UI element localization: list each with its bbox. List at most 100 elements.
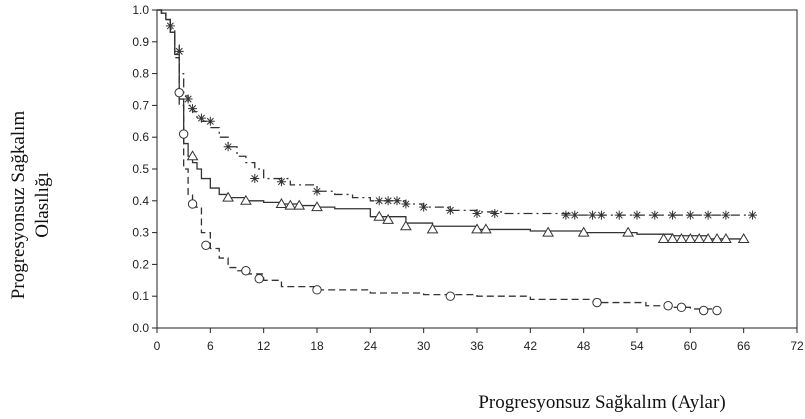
censor-mark-triangle	[284, 199, 297, 210]
y-axis: 0.0 0.1 0.2 0.3 0.4 0.5 0.6 0.7 0.8 0.9 1.0	[132, 3, 157, 335]
censor-mark-asterisk	[383, 196, 393, 206]
censor-mark-circle	[312, 285, 322, 295]
y-axis-title-line2: Olasılığı	[32, 172, 53, 237]
censor-mark-circle	[445, 291, 456, 301]
censor-mark-circle	[178, 129, 189, 139]
censor-mark-asterisk	[650, 210, 660, 220]
y-tick-label: 0.6	[132, 130, 149, 144]
y-tick-label: 0.0	[132, 321, 149, 335]
censor-mark-triangle	[400, 220, 412, 231]
x-axis: 0 6 12 18 24 30 36 42 48 54 60 66 72	[154, 328, 804, 353]
censor-mark-asterisk	[596, 210, 606, 220]
censor-mark-triangle	[577, 226, 590, 237]
y-axis-title-line1: Progresyonsuz Sağkalım	[8, 111, 29, 300]
censor-mark-triangle	[711, 232, 723, 243]
censor-mark-triangle	[222, 191, 234, 202]
x-tick-label: 54	[630, 339, 644, 353]
y-tick-label: 0.3	[132, 226, 149, 240]
censor-mark-triangle	[186, 150, 199, 161]
censor-mark-asterisk	[250, 174, 260, 184]
censor-mark-triangle	[542, 226, 554, 237]
survival-curves	[157, 9, 753, 311]
y-tick-label: 0.9	[132, 35, 149, 49]
y-tick-label: 0.5	[132, 162, 149, 176]
x-tick-label: 12	[257, 339, 271, 353]
censor-mark-triangle	[311, 201, 323, 212]
censor-mark-asterisk	[721, 210, 731, 220]
censor-mark-asterisk	[419, 202, 429, 212]
censor-mark-asterisk	[276, 177, 286, 187]
censor-mark-asterisk	[223, 142, 233, 152]
censor-mark-circle	[254, 274, 264, 284]
x-tick-label: 30	[417, 339, 431, 353]
censor-mark-asterisk	[445, 205, 455, 215]
censor-mark-asterisk	[685, 210, 695, 220]
censor-mark-triangle	[471, 223, 483, 234]
survival-curve-dashed	[157, 9, 718, 311]
censor-mark-circle	[592, 297, 602, 308]
censor-mark-circle	[201, 240, 211, 251]
censor-mark-triangle	[702, 232, 714, 243]
censor-mark-circle	[712, 305, 722, 316]
y-tick-label: 0.4	[132, 194, 149, 208]
censor-mark-asterisk	[748, 210, 758, 220]
censor-mark-triangle	[675, 232, 688, 243]
censor-mark-circle	[698, 305, 709, 316]
censor-mark-asterisk	[472, 209, 482, 219]
censor-mark-triangle	[693, 232, 706, 243]
censor-mark-asterisk	[570, 210, 580, 220]
x-tick-label: 36	[470, 339, 484, 353]
plot-area	[156, 9, 798, 329]
censor-mark-asterisk	[205, 116, 215, 126]
plot-frame	[156, 9, 798, 329]
y-tick-label: 0.8	[132, 67, 149, 81]
censor-mark-asterisk	[561, 210, 571, 220]
censor-mark-triangle	[666, 232, 679, 243]
censor-mark-asterisk	[196, 113, 206, 123]
censor-mark-triangle	[275, 197, 288, 208]
censor-mark-asterisk	[401, 199, 411, 209]
x-tick-label: 42	[524, 339, 538, 353]
y-tick-label: 0.1	[132, 289, 149, 303]
x-tick-label: 18	[310, 339, 324, 353]
censor-mark-asterisk	[490, 209, 500, 219]
censor-mark-asterisk	[188, 104, 198, 114]
y-tick-label: 0.7	[132, 98, 149, 112]
censor-mark-triangle	[382, 213, 394, 224]
censor-mark-triangle	[373, 210, 386, 221]
x-tick-label: 24	[364, 339, 378, 353]
censor-mark-circle	[174, 87, 184, 98]
censor-mark-triangle	[426, 223, 439, 234]
censor-mark-asterisk	[174, 46, 184, 56]
x-tick-label: 66	[737, 339, 751, 353]
censor-mark-asterisk	[312, 186, 322, 196]
censor-mark-triangle	[240, 194, 252, 205]
x-tick-label: 60	[684, 339, 698, 353]
x-tick-label: 0	[154, 339, 161, 353]
censor-mark-asterisk	[632, 210, 642, 220]
censor-mark-asterisk	[165, 21, 175, 31]
censor-mark-asterisk	[392, 196, 402, 206]
x-tick-label: 48	[577, 339, 591, 353]
x-tick-label: 72	[790, 339, 804, 353]
censor-mark-circle	[187, 199, 198, 209]
y-tick-label: 0.2	[132, 257, 149, 271]
survival-curve-dash-dot	[157, 9, 753, 216]
censor-mark-asterisk	[703, 210, 713, 220]
censor-mark-asterisk	[374, 196, 384, 206]
censor-mark-triangle	[480, 223, 492, 234]
censor-mark-triangle	[684, 232, 697, 243]
censor-mark-circle	[676, 302, 687, 313]
censor-mark-asterisk	[614, 210, 624, 220]
censor-mark-triangle	[293, 199, 306, 210]
censor-mark-asterisk	[588, 210, 598, 220]
censor-mark-circle	[241, 266, 251, 276]
censor-mark-triangle	[737, 232, 750, 243]
censor-mark-asterisk	[183, 94, 193, 104]
y-tick-label: 1.0	[132, 3, 149, 17]
x-axis-title: Progresyonsuz Sağkalım (Aylar)	[478, 392, 725, 413]
censor-mark-circle	[663, 301, 673, 311]
censor-mark-asterisk	[668, 210, 678, 220]
censor-mark-triangle	[657, 232, 670, 243]
